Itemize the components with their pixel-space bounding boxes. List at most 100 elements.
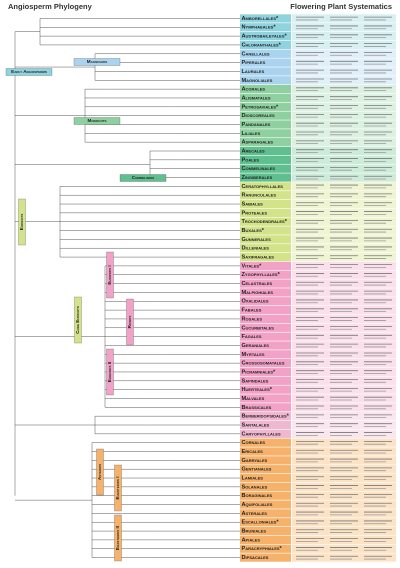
order-name: Cucurbitales [242, 325, 275, 331]
clade-name: Euasterids II [115, 526, 120, 550]
order-cell [240, 367, 291, 377]
order-cell [240, 235, 291, 244]
order-cell [240, 40, 291, 50]
family-cell [292, 14, 396, 23]
order-name: Caryophyllales [242, 431, 282, 437]
order-cell [240, 535, 291, 545]
family-cell [292, 518, 396, 527]
order-name: Malvales [242, 396, 265, 402]
clade-label: Eudicots [18, 198, 26, 246]
family-cell [292, 261, 396, 271]
order-cell [240, 67, 291, 76]
order-name: Vitales* [242, 263, 263, 269]
clade-name: Core Eudicots [75, 306, 80, 334]
order-cell [240, 120, 291, 129]
order-name: Ericales [242, 449, 264, 455]
order-cell [240, 553, 291, 562]
family-cell [292, 500, 396, 509]
family-cell [292, 429, 396, 438]
order-name: Boraginales [242, 493, 273, 499]
order-name: Ranunculales [242, 193, 277, 199]
order-name: Aquifoliales [242, 502, 273, 508]
order-name: Malpighiales [242, 290, 274, 296]
order-name: Sabiales [242, 202, 264, 208]
family-cell [292, 385, 396, 394]
order-cell [240, 350, 291, 359]
family-cell [292, 23, 396, 32]
family-cell [292, 376, 396, 385]
order-cell [240, 252, 291, 262]
family-cell [292, 367, 396, 377]
order-name: Santalales [242, 422, 270, 428]
order-cell [240, 111, 291, 120]
order-name: Pandanales [242, 122, 271, 128]
order-rows: Amborellales* Nymphaeales* Austrobaileyale… [240, 14, 396, 562]
order-name: Dilleniales [242, 246, 270, 252]
family-cell [292, 332, 396, 341]
family-cell [292, 155, 396, 164]
order-name: Zingiberales [242, 175, 273, 181]
family-cell [292, 76, 396, 85]
family-cell [292, 199, 396, 209]
clade-name: Rosids [127, 316, 132, 329]
order-cell [240, 182, 291, 191]
clade-box [114, 464, 122, 512]
order-name: Cornales [242, 440, 266, 446]
order-cell [240, 394, 291, 403]
family-cell [292, 297, 396, 306]
family-cell [292, 191, 396, 200]
family-cell [292, 208, 396, 217]
clade-box [96, 448, 104, 496]
clade-name: Monocots [88, 118, 107, 123]
family-cell [292, 111, 396, 120]
order-cell [240, 146, 291, 156]
order-cell [240, 323, 291, 332]
order-name: Austrobaileyales* [242, 34, 288, 40]
order-name: Myrtales [242, 352, 265, 358]
order-cell [240, 279, 291, 288]
order-cell [240, 491, 291, 500]
order-name: Celastrales [242, 281, 273, 287]
clade-box [5, 68, 53, 76]
order-name: Zygophyllales* [242, 272, 281, 278]
order-name: Paracryphiales* [242, 546, 283, 552]
order-name: Solanales [242, 484, 268, 490]
order-name: Commelinales [242, 166, 276, 172]
order-name: Petrosaviales* [242, 104, 280, 110]
order-cell [240, 500, 291, 509]
order-cell [240, 93, 291, 103]
order-name: Canellales [242, 51, 270, 57]
family-cell [292, 120, 396, 129]
clade-label: Rosids [126, 298, 134, 346]
clade-box [74, 296, 82, 344]
clade-box [106, 251, 114, 299]
order-name: Rosales [242, 316, 263, 322]
family-cell [292, 473, 396, 483]
family-cell [292, 138, 396, 147]
family-cell [292, 226, 396, 235]
family-cell [292, 456, 396, 465]
order-name: Alismatales [242, 95, 271, 101]
family-cell [292, 526, 396, 536]
order-name: Trochodendrales* [242, 219, 288, 225]
order-name: Oxalidales [242, 299, 269, 305]
clade-name: Magnoliids [87, 59, 108, 64]
clade-name: Early Angiosperms [11, 69, 47, 74]
clade-name: Eudicots [19, 214, 24, 231]
family-cell [292, 394, 396, 403]
order-cell [240, 191, 291, 200]
order-name: Liliales [242, 131, 261, 137]
order-cell [240, 526, 291, 536]
order-cell [240, 429, 291, 438]
family-cell [292, 182, 396, 191]
family-cell [292, 465, 396, 474]
family-cell [292, 482, 396, 491]
order-cell [240, 465, 291, 474]
clade-box [106, 348, 114, 396]
order-name: Lamiales [242, 476, 264, 482]
family-cell [292, 270, 396, 279]
order-name: Amborellales* [242, 16, 279, 22]
clade-box [126, 298, 134, 346]
order-name: Buxales* [242, 228, 265, 234]
order-cell [240, 102, 291, 111]
